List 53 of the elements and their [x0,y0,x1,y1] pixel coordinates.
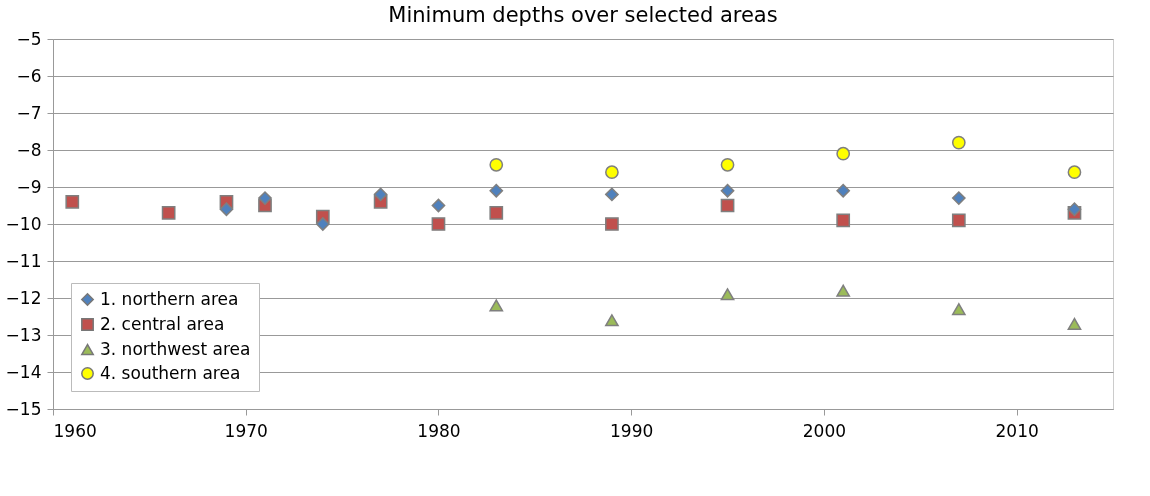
y-tick-label: −10 [5,213,42,234]
point [315,217,330,231]
legend-label: 2. central area [100,313,225,334]
legend-label: 4. southern area [100,362,241,383]
y-tick-label: −11 [5,250,42,271]
point [373,187,388,202]
point [431,198,446,213]
y-tick-label: −7 [16,102,42,123]
point [605,187,619,202]
y-tick-label: −9 [16,176,42,197]
point [219,202,234,217]
x-tick-label: 1990 [610,420,654,441]
point [951,303,966,316]
x-tick-label: 2000 [802,420,847,441]
point [720,157,735,172]
point [431,217,446,231]
y-tick-label: −5 [16,28,42,49]
point [489,183,504,198]
y-tick-label: −14 [5,361,42,382]
point [951,213,966,228]
x-tick-label: 1960 [53,420,97,441]
point [720,288,735,301]
point [605,314,619,327]
point [720,183,735,198]
point [161,206,176,220]
point [951,191,966,205]
point [720,198,735,213]
point [836,183,851,198]
y-tick-label: −15 [5,398,42,419]
point [258,191,272,205]
point [489,299,504,312]
point [1067,317,1082,330]
legend-label: 3. northwest area [100,338,251,359]
y-tick-label: −6 [16,65,42,86]
point [836,213,851,228]
point [836,146,851,161]
point [1067,165,1082,180]
y-tick-label: −12 [5,287,42,308]
point [605,165,619,180]
y-tick-label: −8 [16,139,42,160]
chart-title: Minimum depths over selected areas [388,3,778,27]
x-tick-label: 2010 [995,420,1039,441]
point [65,194,80,209]
point [489,157,504,172]
x-tick-label: 1980 [417,420,461,441]
point [605,217,619,231]
point [951,135,966,150]
point [489,206,504,220]
point [1067,202,1082,217]
y-tick-label: −13 [5,324,42,345]
legend-label: 1. northern area [100,288,239,309]
point [836,284,851,297]
x-tick-label: 1970 [224,420,268,441]
